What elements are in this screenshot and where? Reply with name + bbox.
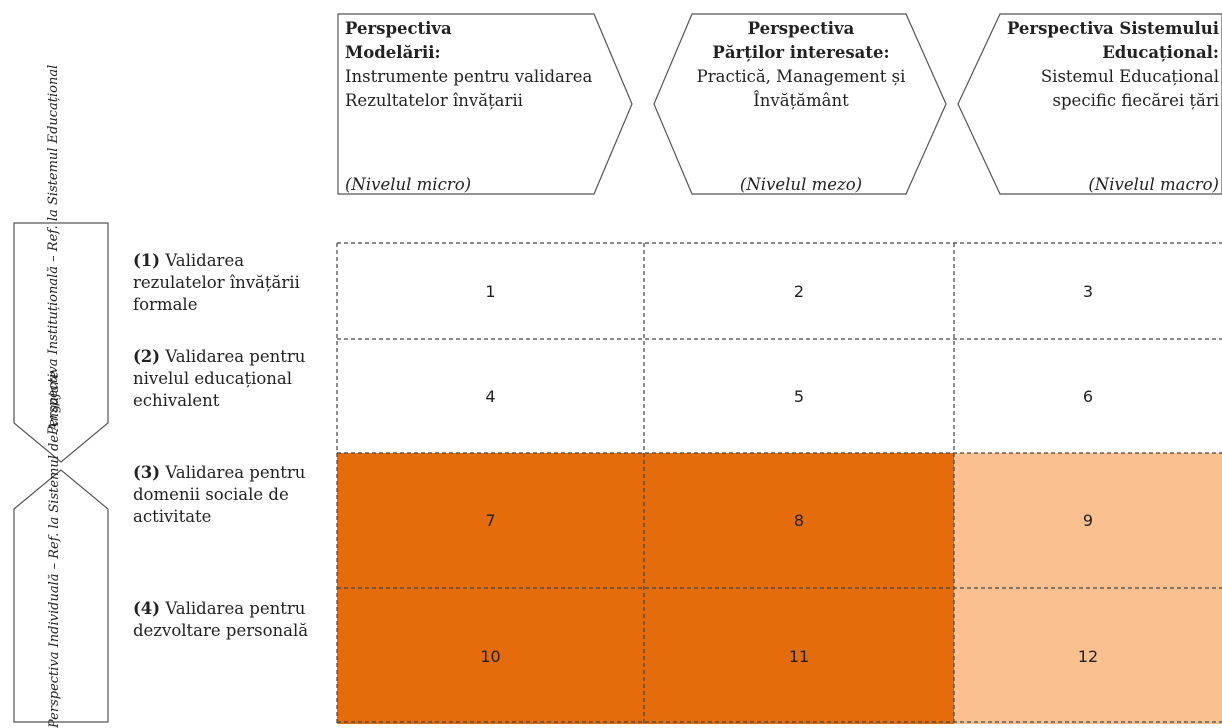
fill-cell-10 [337, 588, 644, 724]
grid-cell-5: 5 [793, 386, 805, 406]
row-text: Validarea pentru nivelul educațional ech… [133, 347, 306, 410]
grid-cell-12: 12 [1077, 646, 1099, 666]
side-arrow-institutionala [13, 222, 109, 463]
header-description: Sistemul Educațional specific fiecărei ț… [1040, 67, 1219, 110]
grid-cell-1: 1 [485, 281, 496, 301]
fill-cell-9 [954, 453, 1222, 588]
row-text: Validarea pentru dezvoltare personală [133, 599, 309, 640]
grid-cell-10: 10 [480, 646, 501, 666]
grid-cell-7: 7 [485, 511, 496, 530]
grid-cell-8: 8 [793, 511, 805, 530]
header-title: Perspectiva Sistemului [1006, 19, 1219, 38]
row-text: Validarea rezulatelor învățării formale [133, 251, 300, 314]
grid-cell-6: 6 [1082, 386, 1094, 406]
row-number: (4) [133, 599, 161, 618]
row-label-1: (1) Validarea rezulatelor învățării form… [133, 250, 333, 316]
header-partilor-interesate: Perspectiva Părților interesate: Practic… [662, 17, 940, 194]
row-label-4: (4) Validarea pentru dezvoltare personal… [133, 598, 333, 642]
row-label-2: (2) Validarea pentru nivelul educațional… [133, 346, 333, 412]
grid-cell-3: 3 [1082, 281, 1094, 301]
grid-lines [336, 242, 1222, 724]
header-subtitle: Educațional: [1102, 43, 1219, 62]
row-number: (1) [133, 251, 161, 270]
row-text: Validarea pentru domenii sociale de acti… [133, 463, 306, 526]
row-number: (2) [133, 347, 161, 366]
row-label-3: (3) Validarea pentru domenii sociale de … [133, 462, 333, 528]
fill-cell-8 [644, 453, 954, 588]
row-number: (3) [133, 463, 161, 482]
header-subtitle: Modelării: [345, 43, 441, 62]
header-hexagon-partilor [653, 13, 947, 195]
grid-cell-11: 11 [788, 646, 810, 666]
side-label-individuala: Perspectiva Individuală – Ref. la Sistem… [47, 371, 62, 728]
header-hexagon-modelarii [337, 13, 633, 195]
side-arrow-individuala [13, 469, 109, 723]
header-description: Practică, Management și Învățământ [696, 67, 906, 110]
header-title: Perspectiva [345, 19, 452, 38]
header-level: (Nivelul mezo) [739, 175, 863, 194]
fill-cell-12 [954, 588, 1222, 724]
fill-cell-11 [644, 588, 954, 724]
header-title: Perspectiva [747, 19, 855, 38]
header-level: (Nivelul macro) [1088, 175, 1219, 194]
header-subtitle: Părților interesate: [712, 43, 890, 62]
grid-cell-2: 2 [793, 281, 805, 301]
header-sistemului-educational: Perspectiva Sistemului Educațional: Sist… [975, 17, 1219, 194]
header-level: (Nivelul micro) [345, 175, 472, 194]
header-description: Instrumente pentru validarea Rezultatelo… [345, 67, 593, 110]
header-hexagon-sistemului [957, 13, 1222, 195]
header-modelarii: Perspectiva Modelării: Instrumente pentr… [345, 17, 625, 194]
grid-cell-9: 9 [1082, 511, 1094, 530]
fill-cell-7 [337, 453, 644, 588]
grid-cell-4: 4 [485, 386, 496, 406]
